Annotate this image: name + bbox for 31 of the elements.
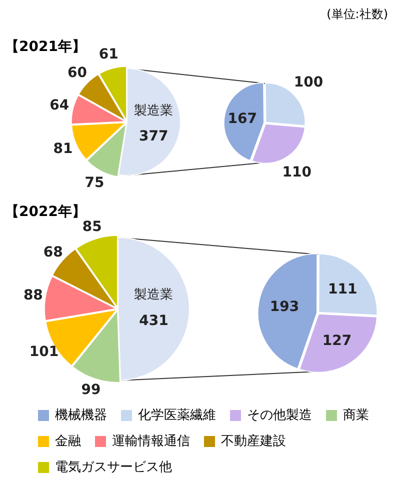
legend-label: その他製造 [247, 407, 312, 424]
slice-label: 製造業 [134, 288, 174, 303]
legend-label: 機械機器 [55, 407, 107, 424]
text: (単位:社数) [326, 6, 388, 23]
slice-label: 製造業 [134, 103, 174, 118]
data-label: 110 [282, 164, 312, 181]
data-label: 193 [270, 298, 300, 315]
data-label: 99 [81, 382, 101, 398]
legend-label: 金融 [55, 433, 81, 450]
data-label: 431 [139, 312, 168, 329]
data-label: 61 [98, 46, 118, 63]
data-label: 81 [53, 140, 73, 157]
legend-label: 運輸情報通信 [112, 433, 190, 450]
data-label: 68 [43, 244, 63, 260]
data-label: 64 [50, 98, 70, 114]
data-label: 111 [328, 281, 358, 298]
legend-label: 電気ガスサービス他 [55, 459, 172, 476]
chart-title: 【2021年】 [5, 38, 86, 56]
legend-label: 化学医薬繊維 [138, 407, 216, 424]
data-label: 75 [84, 175, 104, 192]
data-label: 88 [23, 288, 43, 304]
legend-label: 不動産建設 [221, 433, 286, 450]
data-label: 60 [68, 65, 88, 81]
data-label: 127 [322, 332, 352, 349]
data-label: 100 [294, 74, 324, 90]
data-label: 167 [228, 110, 258, 127]
data-label: 85 [82, 218, 102, 235]
data-label: 101 [29, 344, 59, 360]
chart-title: 【2022年】 [5, 203, 86, 220]
data-label: 377 [139, 128, 168, 145]
legend-label: 商業 [343, 407, 369, 424]
